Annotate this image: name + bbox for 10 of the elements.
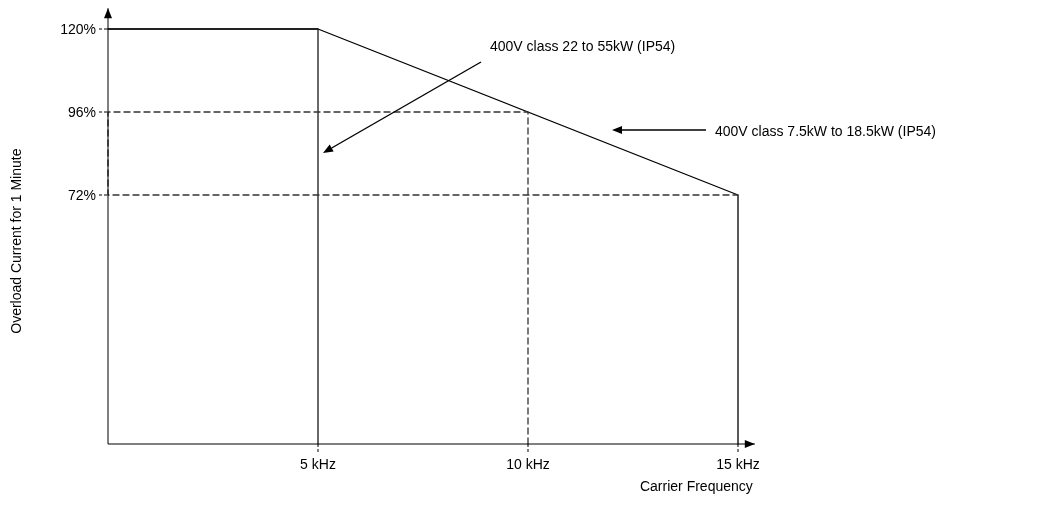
y-tick-label: 120% bbox=[60, 21, 96, 37]
x-tick-label: 10 kHz bbox=[506, 456, 550, 472]
x-axis-title: Carrier Frequency bbox=[639, 478, 753, 494]
annotation: 400V class 22 to 55kW (IP54) bbox=[490, 38, 676, 54]
annotation: 400V class 7.5kW to 18.5kW (IP54) bbox=[715, 123, 936, 139]
x-tick-label: 5 kHz bbox=[300, 456, 336, 472]
x-tick-label: 15 kHz bbox=[716, 456, 760, 472]
y-tick-label: 72% bbox=[67, 187, 96, 203]
y-axis-title: Overload Current for 1 Minute bbox=[8, 148, 24, 334]
y-tick-label: 96% bbox=[67, 104, 96, 120]
